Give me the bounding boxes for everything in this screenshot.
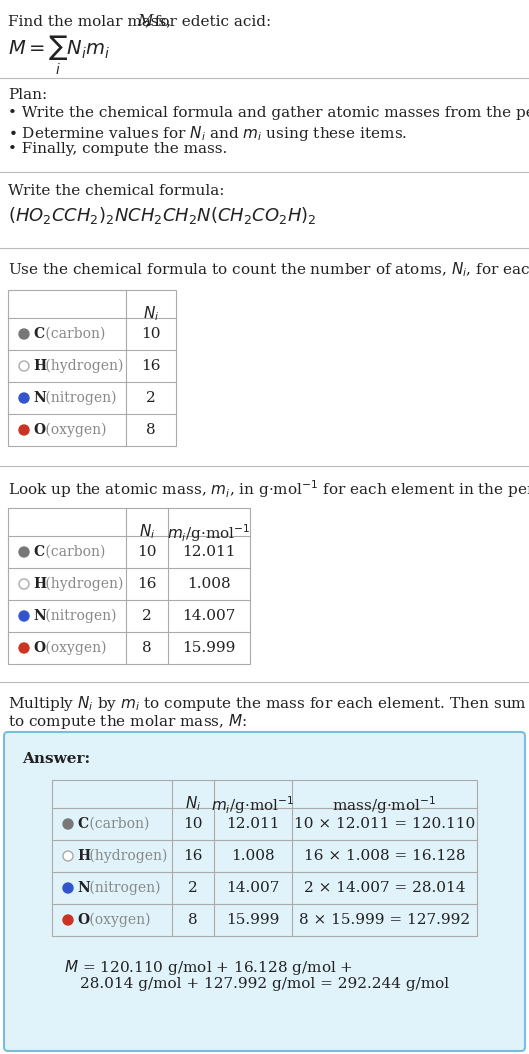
Text: 2: 2: [146, 391, 156, 405]
Text: (carbon): (carbon): [85, 817, 149, 831]
Text: $m_i$/g·mol$^{-1}$: $m_i$/g·mol$^{-1}$: [211, 794, 295, 816]
Text: (oxygen): (oxygen): [41, 641, 106, 656]
Text: $M$ = 120.110 g/mol + 16.128 g/mol +: $M$ = 120.110 g/mol + 16.128 g/mol +: [64, 958, 353, 977]
Bar: [52, 780, 477, 936]
Circle shape: [63, 915, 73, 925]
Text: 14.007: 14.007: [183, 609, 236, 623]
Text: 15.999: 15.999: [183, 641, 236, 655]
Text: O: O: [33, 423, 45, 437]
Circle shape: [19, 611, 29, 621]
Circle shape: [19, 362, 29, 371]
Text: 2 × 14.007 = 28.014: 2 × 14.007 = 28.014: [304, 881, 465, 895]
Text: • Write the chemical formula and gather atomic masses from the periodic table.: • Write the chemical formula and gather …: [8, 106, 529, 120]
Text: (oxygen): (oxygen): [41, 423, 106, 437]
Bar: [8, 290, 176, 446]
Text: 28.014 g/mol + 127.992 g/mol = 292.244 g/mol: 28.014 g/mol + 127.992 g/mol = 292.244 g…: [80, 977, 449, 991]
Text: 10: 10: [141, 327, 161, 341]
Text: (oxygen): (oxygen): [85, 913, 150, 928]
Text: N: N: [77, 881, 90, 895]
FancyBboxPatch shape: [4, 731, 525, 1051]
Text: , for edetic acid:: , for edetic acid:: [145, 14, 271, 28]
Text: 8: 8: [142, 641, 152, 655]
Text: Answer:: Answer:: [22, 752, 90, 766]
Text: (carbon): (carbon): [41, 545, 105, 559]
Text: 2: 2: [188, 881, 198, 895]
Text: 10 × 12.011 = 120.110: 10 × 12.011 = 120.110: [294, 817, 475, 831]
Text: 10: 10: [137, 545, 157, 559]
Text: Write the chemical formula:: Write the chemical formula:: [8, 184, 224, 198]
Text: 12.011: 12.011: [226, 817, 280, 831]
Text: (nitrogen): (nitrogen): [41, 391, 116, 405]
Text: 2: 2: [142, 609, 152, 623]
Circle shape: [19, 547, 29, 557]
Text: $N_i$: $N_i$: [139, 522, 155, 541]
Circle shape: [19, 329, 29, 339]
Text: 12.011: 12.011: [183, 545, 236, 559]
Text: 10: 10: [183, 817, 203, 831]
Circle shape: [19, 579, 29, 589]
Text: 16: 16: [141, 359, 161, 373]
Text: (hydrogen): (hydrogen): [41, 577, 123, 591]
Text: to compute the molar mass, $M$:: to compute the molar mass, $M$:: [8, 713, 247, 731]
Text: M: M: [137, 14, 153, 28]
Text: (nitrogen): (nitrogen): [85, 881, 160, 895]
Text: 8 × 15.999 = 127.992: 8 × 15.999 = 127.992: [299, 913, 470, 928]
Bar: [8, 508, 250, 664]
Circle shape: [19, 643, 29, 653]
Text: 14.007: 14.007: [226, 881, 280, 895]
Text: $M = \sum_i N_i m_i$: $M = \sum_i N_i m_i$: [8, 34, 110, 77]
Text: C: C: [33, 545, 44, 559]
Text: 8: 8: [188, 913, 198, 928]
Text: 16: 16: [183, 850, 203, 863]
Text: 1.008: 1.008: [187, 577, 231, 591]
Text: N: N: [33, 391, 45, 405]
Text: $N_i$: $N_i$: [143, 304, 159, 323]
Text: (carbon): (carbon): [41, 327, 105, 341]
Text: Use the chemical formula to count the number of atoms, $N_i$, for each element:: Use the chemical formula to count the nu…: [8, 260, 529, 278]
Text: 15.999: 15.999: [226, 913, 280, 928]
Circle shape: [19, 425, 29, 435]
Circle shape: [63, 819, 73, 829]
Text: 8: 8: [146, 423, 156, 437]
Text: Multiply $N_i$ by $m_i$ to compute the mass for each element. Then sum those val: Multiply $N_i$ by $m_i$ to compute the m…: [8, 694, 529, 713]
Text: (hydrogen): (hydrogen): [85, 848, 167, 863]
Text: H: H: [77, 850, 90, 863]
Text: H: H: [33, 359, 46, 373]
Text: • Finally, compute the mass.: • Finally, compute the mass.: [8, 142, 227, 156]
Text: N: N: [33, 609, 45, 623]
Text: Look up the atomic mass, $m_i$, in g·mol$^{-1}$ for each element in the periodic: Look up the atomic mass, $m_i$, in g·mol…: [8, 479, 529, 500]
Circle shape: [19, 393, 29, 403]
Text: H: H: [33, 577, 46, 591]
Text: (hydrogen): (hydrogen): [41, 358, 123, 373]
Text: Plan:: Plan:: [8, 87, 47, 102]
Text: C: C: [33, 327, 44, 341]
Text: 16: 16: [137, 577, 157, 591]
Text: O: O: [77, 913, 89, 928]
Text: Find the molar mass,: Find the molar mass,: [8, 14, 176, 28]
Circle shape: [63, 851, 73, 861]
Text: 16 × 1.008 = 16.128: 16 × 1.008 = 16.128: [304, 850, 465, 863]
Text: $m_i$/g·mol$^{-1}$: $m_i$/g·mol$^{-1}$: [167, 522, 251, 544]
Text: C: C: [77, 817, 88, 831]
Text: O: O: [33, 641, 45, 655]
Circle shape: [63, 883, 73, 893]
Text: $N_i$: $N_i$: [185, 794, 201, 813]
Text: mass/g·mol$^{-1}$: mass/g·mol$^{-1}$: [332, 794, 436, 816]
Text: $(HO_2CCH_2)_2NCH_2CH_2N(CH_2CO_2H)_2$: $(HO_2CCH_2)_2NCH_2CH_2N(CH_2CO_2H)_2$: [8, 204, 317, 226]
Text: • Determine values for $N_i$ and $m_i$ using these items.: • Determine values for $N_i$ and $m_i$ u…: [8, 124, 407, 143]
Text: 1.008: 1.008: [231, 850, 275, 863]
Text: (nitrogen): (nitrogen): [41, 609, 116, 623]
